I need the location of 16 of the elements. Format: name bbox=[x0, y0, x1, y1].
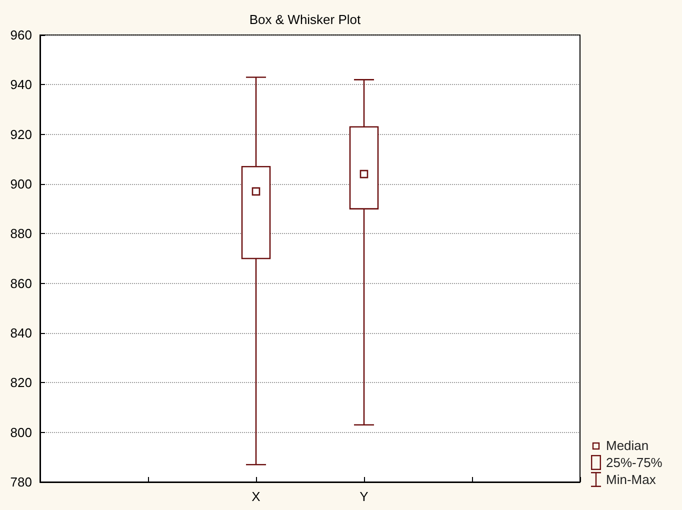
y-tick-label: 940 bbox=[10, 77, 32, 92]
y-tick-label: 800 bbox=[10, 424, 32, 440]
y-tick-label: 860 bbox=[10, 276, 32, 291]
y-tick-label: 780 bbox=[10, 474, 32, 490]
x-tick-label: X bbox=[252, 489, 261, 504]
text: Median bbox=[606, 437, 649, 454]
text: 25%-75% bbox=[606, 454, 662, 471]
y-tick-label: 900 bbox=[10, 176, 32, 192]
y-tick-label: 820 bbox=[10, 375, 32, 390]
y-tick-label: 920 bbox=[10, 126, 32, 142]
chart-title: Box & Whisker Plot bbox=[249, 12, 362, 27]
y-tick-label: 880 bbox=[10, 226, 32, 242]
y-tick-label: 960 bbox=[10, 28, 32, 42]
y-tick-label: 840 bbox=[10, 326, 32, 340]
text: Min-Max bbox=[606, 471, 656, 488]
x-tick-label: Y bbox=[360, 489, 369, 504]
